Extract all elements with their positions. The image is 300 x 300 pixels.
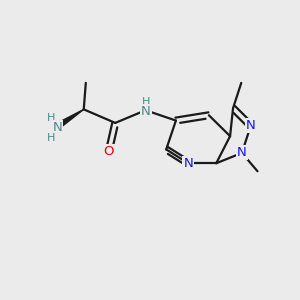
Text: N: N <box>237 146 247 159</box>
Text: H: H <box>141 97 150 107</box>
Polygon shape <box>56 110 84 129</box>
Text: H: H <box>46 113 55 123</box>
Text: N: N <box>52 122 62 134</box>
Text: O: O <box>103 145 114 158</box>
Text: N: N <box>141 105 151 118</box>
Text: N: N <box>246 119 256 132</box>
Text: N: N <box>183 157 193 170</box>
Text: H: H <box>46 133 55 142</box>
